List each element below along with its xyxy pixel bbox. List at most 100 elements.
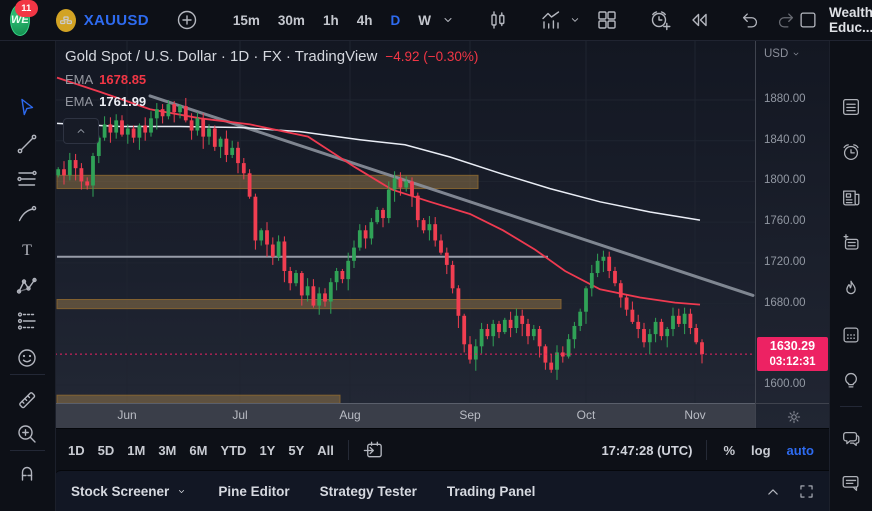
alerts-clock-icon[interactable] [840, 141, 862, 163]
layout-grid-icon[interactable] [595, 8, 619, 32]
drawing-toolbar: T [0, 40, 56, 511]
timeframe-4h[interactable]: 4h [356, 12, 373, 28]
auto-scale-button[interactable]: auto [786, 442, 814, 458]
cursor-icon[interactable] [15, 96, 39, 120]
timeframe-D[interactable]: D [390, 12, 401, 28]
redo-icon[interactable] [775, 9, 797, 31]
text-icon[interactable]: T [15, 238, 39, 262]
ema-fast-value: 1678.85 [99, 72, 147, 87]
svg-text:T: T [22, 242, 32, 259]
symbol-button[interactable]: XAUUSD [83, 11, 149, 29]
emoji-icon[interactable] [15, 346, 39, 370]
zoom-in-icon[interactable] [15, 422, 39, 446]
range-1D[interactable]: 1D [68, 442, 85, 458]
ruler-icon[interactable] [15, 388, 39, 412]
percent-scale-button[interactable]: % [723, 442, 736, 458]
timeframe-chevron-down-icon[interactable] [439, 11, 457, 29]
range-5Y[interactable]: 5Y [288, 442, 305, 458]
expand-panel-chevron-icon[interactable] [763, 482, 783, 502]
price-tick: 1760.00 [764, 215, 806, 228]
legend-change: −4.92 (−0.30%) [385, 49, 479, 64]
magnet-icon[interactable] [15, 460, 39, 484]
timeframe-1h[interactable]: 1h [322, 12, 339, 28]
ema-fast-red [56, 76, 701, 306]
toolbar-divider [706, 440, 708, 460]
indicators-icon[interactable] [539, 8, 563, 32]
compare-add-icon[interactable] [175, 8, 199, 32]
month-label-sep: Sep [459, 408, 481, 422]
panel-tab-pine-editor[interactable]: Pine Editor [218, 484, 290, 499]
timeframe-group: 15m 30m 1h 4h D W [215, 13, 431, 28]
range-YTD[interactable]: YTD [220, 442, 247, 458]
ema-slow-row[interactable]: EMA 1761.99 [65, 94, 478, 109]
collapse-indicators-button[interactable] [63, 118, 99, 144]
toolbar-divider [347, 440, 349, 460]
range-6M[interactable]: 6M [189, 442, 208, 458]
ema-fast-row[interactable]: EMA 1678.85 [65, 72, 478, 87]
log-scale-button[interactable]: log [751, 442, 771, 458]
legend-title[interactable]: Gold Spot / U.S. Dollar · 1D · FX · Trad… [65, 48, 378, 65]
clock-utc[interactable]: 17:47:28 (UTC) [601, 442, 693, 458]
supply-zone-1680 [56, 298, 562, 310]
ideas-bulb-icon[interactable] [840, 369, 862, 391]
supply-zone-1800 [56, 174, 479, 190]
chart-style-candles-icon[interactable] [486, 8, 510, 32]
axis-unit[interactable]: USD [764, 48, 802, 60]
range-3M[interactable]: 3M [158, 442, 177, 458]
create-alert-icon[interactable] [648, 8, 672, 32]
watchlist-icon[interactable] [840, 96, 862, 118]
range-5D[interactable]: 5D [97, 442, 115, 458]
indicator-templates-chevron-icon[interactable] [567, 12, 583, 28]
account-name[interactable]: Wealthy Educ... [828, 5, 872, 35]
panel-tab-stock-screener[interactable]: Stock Screener [71, 484, 188, 499]
timeframe-15m[interactable]: 15m [232, 12, 260, 28]
forecast-icon[interactable] [15, 309, 39, 333]
range-1Y[interactable]: 1Y [259, 442, 276, 458]
hotlists-flame-icon[interactable] [840, 278, 862, 300]
price-tick: 1800.00 [764, 174, 806, 187]
go-to-date-icon[interactable] [362, 439, 385, 462]
month-label-aug: Aug [339, 408, 361, 422]
panel-tab-trading-panel[interactable]: Trading Panel [446, 484, 536, 499]
range-All[interactable]: All [317, 442, 334, 458]
broker-logo[interactable]: WE 11 [10, 0, 38, 36]
private-chat-icon[interactable] [840, 472, 862, 494]
user-square-icon[interactable] [797, 9, 819, 31]
undo-icon[interactable] [739, 9, 761, 31]
current-price-tag: 1630.29 03:12:31 [757, 337, 828, 372]
economic-calendar-icon[interactable] [840, 324, 862, 346]
brush-icon[interactable] [15, 203, 39, 227]
gear-icon[interactable] [785, 408, 803, 426]
time-axis[interactable]: Jun Jul Aug Sep Oct Nov [55, 403, 755, 429]
bottom-toolbar: 1D 5D 1M 3M 6M YTD 1Y 5Y All 17:47:28 (UTC) % lo… [55, 428, 830, 471]
chart-pane[interactable]: Gold Spot / U.S. Dollar · 1D · FX · Trad… [55, 40, 755, 403]
xabcd-pattern-icon[interactable] [15, 274, 39, 298]
top-toolbar: WE 11 XAUUSD 15m 30m 1h 4h D W [0, 0, 872, 41]
candlestick-chart[interactable] [55, 40, 755, 403]
price-tick: 1880.00 [764, 93, 806, 105]
price-tick: 1600.00 [764, 377, 806, 390]
broker-logo-text: WE [11, 14, 29, 26]
axis-unit-label: USD [764, 48, 789, 60]
panel-tabs: Stock Screener Pine Editor Strategy Tester… [55, 484, 535, 499]
chart-legend: Gold Spot / U.S. Dollar · 1D · FX · Trad… [65, 48, 478, 109]
ema-slow-label: EMA [65, 94, 94, 109]
timeframe-W[interactable]: W [418, 12, 431, 28]
timeframe-30m[interactable]: 30m [277, 12, 305, 28]
toolbar-divider [10, 450, 45, 451]
date-range-group: 1D 5D 1M 3M 6M YTD 1Y 5Y All [55, 443, 334, 458]
public-chats-icon[interactable] [840, 428, 862, 450]
panel-tab-strategy-tester[interactable]: Strategy Tester [319, 484, 417, 499]
text-notes-icon[interactable] [840, 232, 862, 254]
fullscreen-icon[interactable] [797, 482, 816, 501]
month-label-nov: Nov [684, 408, 706, 422]
trend-line-icon[interactable] [15, 132, 39, 156]
fib-lines-icon[interactable] [15, 167, 39, 191]
range-1M[interactable]: 1M [127, 442, 146, 458]
news-icon[interactable] [840, 187, 862, 209]
bar-replay-icon[interactable] [687, 8, 711, 32]
ema-slow-value: 1761.99 [99, 94, 147, 109]
price-axis[interactable]: USD 1880.00 1840.00 1800.00 1760.00 1720.00 1… [755, 40, 831, 428]
current-price-value: 1630.29 [769, 339, 816, 354]
price-tick: 1720.00 [764, 255, 806, 268]
